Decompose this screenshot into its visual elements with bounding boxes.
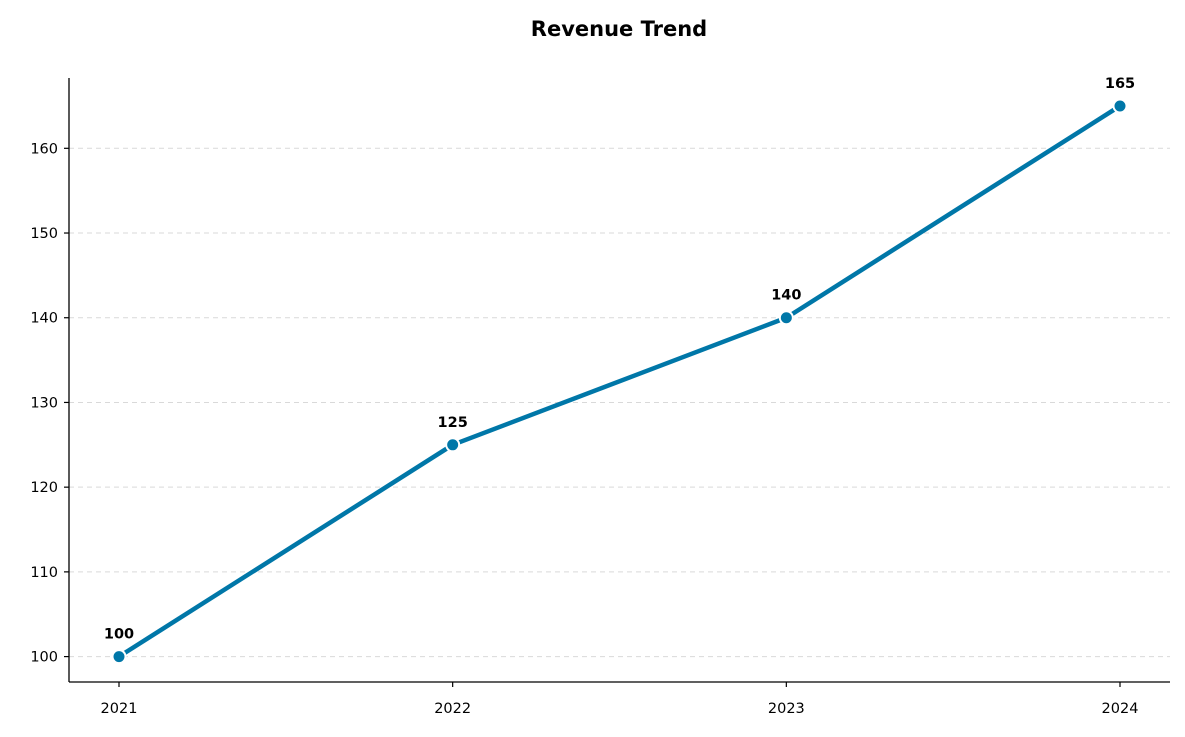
y-tick-label: 160 xyxy=(30,141,58,157)
data-point xyxy=(1112,98,1128,114)
series-revenue xyxy=(111,98,1128,665)
y-tick-label: 140 xyxy=(30,311,58,327)
data-label: 165 xyxy=(1105,76,1135,92)
y-tick-label: 150 xyxy=(30,226,58,242)
axes xyxy=(68,78,1170,683)
grid-lines xyxy=(69,147,1170,658)
y-tick-label: 100 xyxy=(30,650,58,666)
y-tick-label: 130 xyxy=(30,395,58,411)
data-label: 140 xyxy=(771,288,801,304)
y-axis-ticks: 100 110 120 130 140 150 160 xyxy=(30,141,69,666)
x-tick-label: 2024 xyxy=(1102,701,1139,717)
data-label: 125 xyxy=(438,415,468,431)
chart-title: Revenue Trend xyxy=(531,17,707,41)
x-tick-label: 2021 xyxy=(101,701,138,717)
x-tick-label: 2022 xyxy=(434,701,471,717)
data-labels: 100 125 140 165 xyxy=(104,76,1135,643)
x-tick-label: 2023 xyxy=(768,701,805,717)
data-label: 100 xyxy=(104,627,134,643)
x-axis-ticks: 2021 2022 2023 2024 xyxy=(101,682,1139,717)
y-tick-label: 110 xyxy=(30,565,58,581)
y-tick-label: 120 xyxy=(30,480,58,496)
data-point xyxy=(778,310,794,326)
series-line xyxy=(116,103,1123,659)
data-point xyxy=(111,649,127,665)
data-point xyxy=(445,437,461,453)
